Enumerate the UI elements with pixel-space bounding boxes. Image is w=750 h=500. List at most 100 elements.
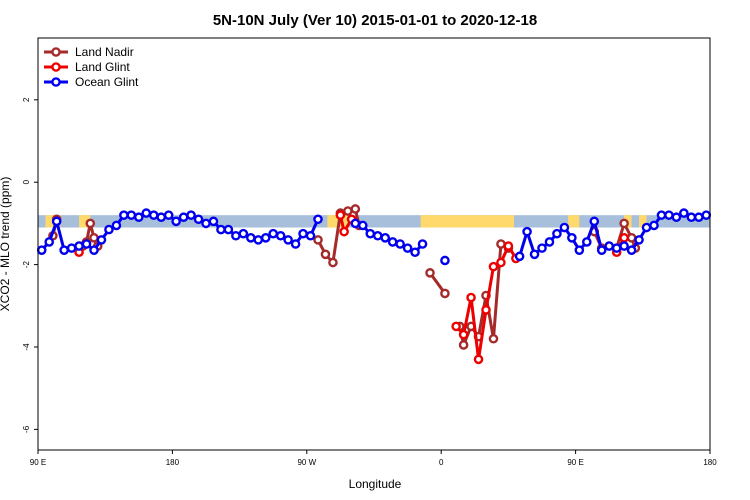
data-point [201, 218, 211, 229]
data-point [85, 218, 96, 229]
data-point [238, 228, 249, 239]
data-point [537, 243, 547, 253]
data-point [596, 245, 607, 255]
data-point [671, 212, 682, 223]
data-point [350, 218, 361, 229]
data-point [283, 235, 293, 245]
legend-marker [51, 77, 61, 87]
legend-marker [51, 47, 61, 57]
data-point [514, 251, 525, 262]
data-point [589, 216, 600, 227]
data-point [119, 210, 129, 220]
series-land-glint [74, 210, 629, 365]
x-axis: 90 E 180 90 W 0 90 E 180 [30, 450, 717, 467]
data-point [44, 237, 55, 247]
y-tick-label: 0 [22, 179, 31, 184]
data-point [496, 239, 506, 249]
data-point [488, 261, 499, 272]
data-point [74, 241, 84, 251]
data-point [260, 233, 271, 243]
data-point [694, 212, 704, 223]
data-point [582, 237, 592, 247]
legend-label: Land Nadir [75, 45, 134, 59]
data-point [574, 245, 585, 255]
data-point [473, 354, 484, 365]
data-point [59, 245, 69, 255]
data-point [305, 230, 316, 241]
data-point [634, 235, 644, 245]
data-point [313, 214, 323, 225]
data-point [290, 239, 301, 249]
data-point [104, 224, 114, 235]
data-point [626, 245, 637, 255]
data-point [141, 208, 152, 218]
data-point [488, 333, 499, 344]
series-ocean-glint [36, 208, 712, 266]
data-point [387, 237, 398, 247]
data-point [604, 241, 615, 251]
data-point [552, 228, 562, 239]
data-point [619, 218, 629, 229]
data-point [193, 214, 204, 225]
data-point [51, 216, 62, 227]
y-axis-label: XCO2 - MLO trend (ppm) [0, 177, 12, 312]
data-point [529, 249, 540, 260]
data-point [186, 210, 196, 220]
data-point [417, 239, 428, 249]
data-point [66, 243, 77, 253]
legend-label: Ocean Glint [75, 75, 139, 89]
data-point [275, 230, 286, 241]
data-point [626, 233, 637, 243]
data-point [611, 243, 622, 253]
band-highlight [79, 215, 91, 228]
data-point [440, 255, 450, 266]
x-tick-label: 90 E [567, 458, 583, 467]
legend-label: Land Glint [75, 60, 130, 74]
data-point [440, 288, 450, 299]
data-point [686, 212, 697, 223]
legend-marker [51, 62, 61, 72]
data-point [496, 257, 506, 268]
data-point [178, 212, 189, 223]
data-point [335, 210, 346, 220]
data-point [320, 249, 331, 260]
y-tick-label: -4 [22, 343, 31, 351]
data-point [133, 212, 144, 223]
data-point [268, 228, 279, 239]
x-tick-label: 90 E [30, 458, 46, 467]
data-point [522, 226, 532, 237]
series-layer [36, 204, 712, 365]
y-tick-label: 2 [22, 97, 31, 102]
data-point [656, 210, 667, 220]
y-tick-label: -6 [22, 425, 31, 433]
data-point [410, 247, 420, 258]
plot-frame [37, 37, 711, 451]
data-point [89, 233, 99, 243]
data-point [466, 292, 476, 303]
data-point [350, 204, 361, 214]
data-point [171, 216, 181, 227]
data-point [679, 208, 689, 218]
data-point [216, 224, 226, 235]
band-highlight [639, 215, 647, 228]
data-point [503, 241, 514, 251]
data-point [365, 228, 376, 239]
x-axis-label: Longitude [349, 477, 402, 491]
data-point [313, 235, 323, 245]
data-point [156, 212, 166, 223]
data-point [664, 210, 674, 220]
data-point [395, 239, 405, 249]
data-point [425, 268, 435, 278]
data-point [96, 235, 107, 245]
x-tick-label: 180 [166, 458, 180, 467]
band-highlight [568, 215, 580, 228]
data-point [126, 210, 137, 220]
data-point [357, 220, 368, 231]
x-tick-label: 0 [439, 458, 444, 467]
data-point [208, 216, 219, 227]
data-point [81, 239, 92, 249]
data-point [458, 340, 469, 350]
data-point [372, 230, 383, 241]
